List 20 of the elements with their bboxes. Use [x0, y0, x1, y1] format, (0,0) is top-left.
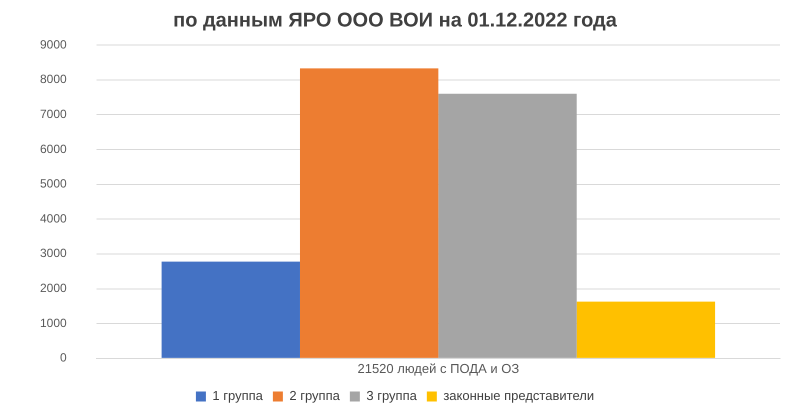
y-tick-label: 4000 [40, 211, 68, 226]
y-tick-label: 5000 [40, 176, 68, 191]
y-tick-label: 9000 [40, 37, 68, 52]
y-tick-label: 1000 [40, 316, 68, 330]
legend-label: 3 группа [366, 388, 418, 404]
legend-label: 1 группа [212, 388, 264, 404]
bar [576, 302, 716, 358]
y-tick-label: 2000 [40, 281, 68, 296]
y-tick-label: 0 [60, 350, 68, 365]
legend-label: 2 группа [289, 388, 341, 404]
y-tick-label: 8000 [40, 72, 68, 86]
y-tick-label: 3000 [40, 246, 68, 260]
y-tick-label: 7000 [40, 106, 68, 121]
bar [300, 68, 438, 358]
legend-label: законные представители [443, 388, 594, 404]
y-tick-label: 6000 [40, 142, 68, 156]
bar [438, 94, 577, 358]
x-tick-label: 21520 людей с ПОДА и ОЗ [357, 360, 520, 376]
chart-title: по данным ЯРО ООО ВОИ на 01.12.2022 года [173, 10, 618, 32]
bar [162, 262, 300, 358]
